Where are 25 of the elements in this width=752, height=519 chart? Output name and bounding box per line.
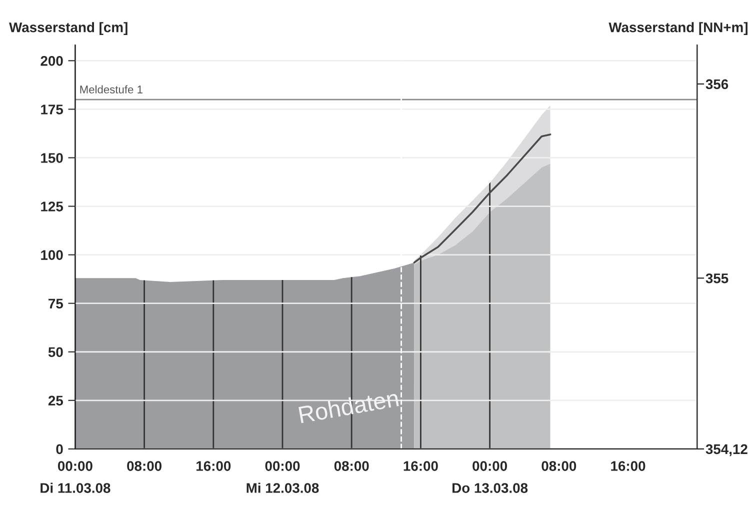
x-tick-label: 00:00 Di 11.03.08 [40,461,110,493]
x-tick-label: 00:00 Do 13.03.08 [452,461,528,493]
x-tick-label: 08:00 [542,461,576,471]
x-tick-label: 16:00 [404,461,438,471]
y-tick-label: 175 [41,104,64,114]
x-tick-label: 16:00 [611,461,646,471]
y-tick-label: 200 [40,56,63,66]
y-axis-title: Wasserstand [cm] [9,22,128,36]
y-tick-label: 0 [56,444,63,454]
y-tick-label: 25 [48,396,64,406]
y2-tick-label: 355 [706,273,728,284]
y-tick-label: 125 [41,202,64,212]
y2-axis-title: Wasserstand [NN+m] [608,22,748,36]
y-tick-label: 100 [41,250,63,260]
y2-tick-label: 354,12 [706,444,748,456]
y-tick-label: 150 [41,153,63,163]
ref-line-label: Meldestufe 1 [80,85,142,94]
x-tick-label: 08:00 [127,461,162,471]
x-tick-label: 16:00 [196,461,231,471]
y-tick-label: 75 [48,298,64,309]
y-tick-label: 50 [48,347,63,358]
x-tick-label: 00:00 Mi 12.03.08 [246,461,319,493]
y2-tick-label: 356 [706,79,728,90]
x-tick-label: 08:00 [334,461,369,471]
annotation: Rohdaten [298,389,399,424]
